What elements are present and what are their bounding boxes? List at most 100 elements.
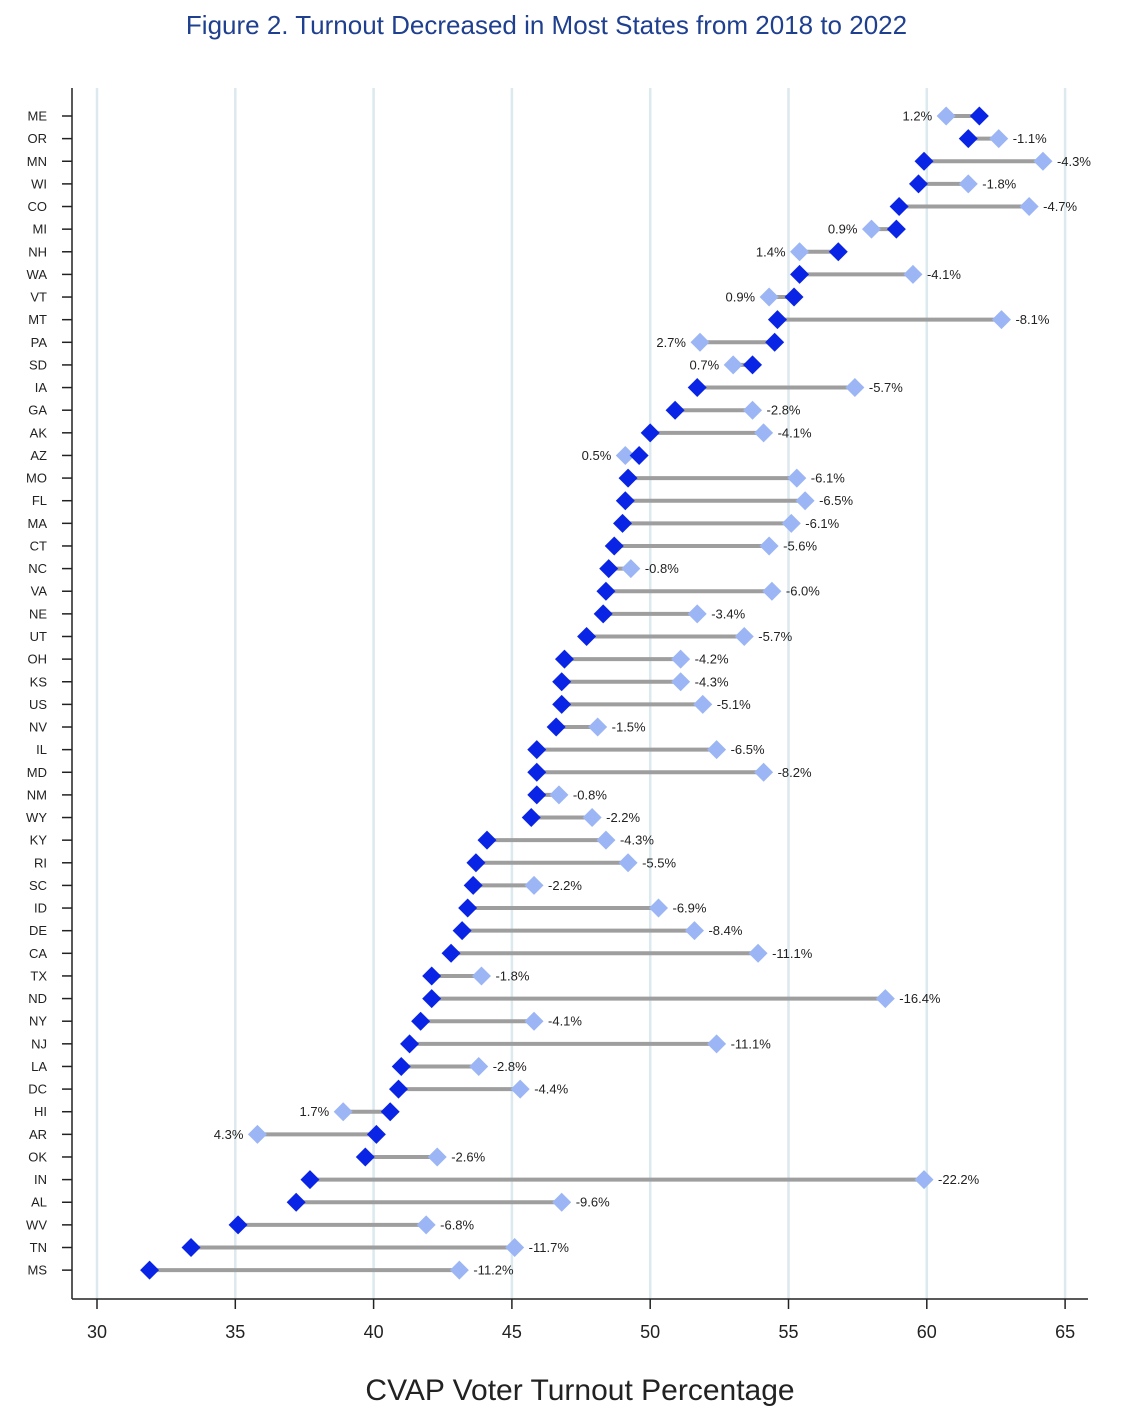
change-label-nh: 1.4% [756,244,786,259]
category-label-dc: DC [28,1082,47,1097]
marker-2022-co [889,197,909,217]
category-label-nm: NM [27,787,47,802]
change-label-vt: 0.9% [725,290,755,305]
category-label-wa: WA [27,267,48,282]
change-label-va: -6.0% [786,584,820,599]
change-label-nv: -1.5% [612,720,646,735]
category-label-in: IN [34,1172,47,1187]
category-label-ia: IA [35,380,48,395]
marker-2022-ga [665,400,685,420]
marker-2018-ak [754,423,774,443]
marker-2022-hi [380,1102,400,1122]
marker-2018-fl [795,491,815,511]
change-label-tx: -1.8% [495,968,529,983]
change-label-wi: -1.8% [982,176,1016,191]
marker-2018-tx [471,966,491,986]
connectors [149,114,1043,1273]
category-label-ar: AR [29,1127,47,1142]
marker-2022-us [552,694,572,714]
marker-2018-oh [671,649,691,669]
change-label-la: -2.8% [493,1059,527,1074]
marker-2022-wv [228,1215,248,1235]
change-label-nm: -0.8% [573,787,607,802]
x-axis-title: CVAP Voter Turnout Percentage [365,1374,794,1407]
change-label-md: -8.2% [778,765,812,780]
category-label-mo: MO [26,471,47,486]
category-label-id: ID [34,901,47,916]
marker-2022-pa [765,332,785,352]
marker-2018-la [469,1056,489,1076]
marker-2022-wi [909,174,929,194]
marker-2018-id [648,898,668,918]
change-label-wv: -6.8% [440,1217,474,1232]
change-labels: 1.2% -1.1% -4.3% -1.8% -4.7% 0.9% 1.4% -4.1% 0.9… [214,109,1092,1278]
category-label-mn: MN [27,154,47,169]
category-label-ok: OK [28,1149,47,1164]
change-label-mi: 0.9% [828,222,858,237]
category-label-wy: WY [26,810,47,825]
marker-2022-nh [828,242,848,262]
category-label-nj: NJ [31,1036,47,1051]
x-tick-label-30: 30 [87,1322,107,1342]
category-label-ct: CT [30,538,47,553]
x-tick-label-60: 60 [917,1322,937,1342]
marker-2018-ne [687,604,707,624]
category-label-ks: KS [30,674,48,689]
category-label-ga: GA [28,403,47,418]
marker-2022-ny [411,1011,431,1031]
category-label-al: AL [31,1195,47,1210]
marker-2022-sc [463,875,483,895]
category-label-hi: HI [34,1104,47,1119]
marker-2018-ct [759,536,779,556]
category-label-mt: MT [28,312,47,327]
category-label-wi: WI [31,176,47,191]
category-label-co: CO [28,199,48,214]
marker-2022-ms [140,1260,160,1280]
marker-2022-vt [784,287,804,307]
marker-2018-ri [618,853,638,873]
marker-2022-ut [577,626,597,646]
marker-2022-in [300,1170,320,1190]
marker-2018-ms [449,1260,469,1280]
category-label-ri: RI [34,855,47,870]
category-label-il: IL [36,742,47,757]
change-label-or: -1.1% [1013,131,1047,146]
marker-2018-ar [247,1124,267,1144]
x-tick-label-40: 40 [364,1322,384,1342]
change-label-wa: -4.1% [927,267,961,282]
change-label-ky: -4.3% [620,833,654,848]
change-label-tn: -11.7% [529,1240,570,1255]
marker-2018-il [707,740,727,760]
marker-2018-nm [549,785,569,805]
marker-2018-ga [743,400,763,420]
marker-2022-la [391,1056,411,1076]
category-label-ne: NE [29,606,47,621]
change-label-ar: 4.3% [214,1127,244,1142]
marker-2022-mn [914,151,934,171]
marker-2022-mi [886,219,906,239]
category-labels: ME OR MN WI CO MI NH WA VT MT PA SD IA GA AK AZ MO FL MA CT… [26,109,72,1278]
marker-2022-md [527,762,547,782]
marker-2022-az [629,445,649,465]
category-label-ny: NY [29,1014,47,1029]
markers [140,106,1053,1280]
change-label-az: 0.5% [582,448,612,463]
marker-2018-in [914,1170,934,1190]
marker-2022-ma [613,513,633,533]
marker-2022-nc [599,559,619,579]
change-label-ny: -4.1% [548,1014,582,1029]
marker-2018-az [615,445,635,465]
change-label-de: -8.4% [708,923,742,938]
change-label-ia: -5.7% [869,380,903,395]
marker-2018-me [936,106,956,126]
change-label-nd: -16.4% [899,991,941,1006]
marker-2022-ca [441,943,461,963]
category-label-oh: OH [28,652,48,667]
marker-2022-ak [640,423,660,443]
marker-2022-oh [554,649,574,669]
change-label-mt: -8.1% [1015,312,1049,327]
category-label-ut: UT [30,629,47,644]
marker-2022-al [286,1192,306,1212]
change-label-ne: -3.4% [711,606,745,621]
